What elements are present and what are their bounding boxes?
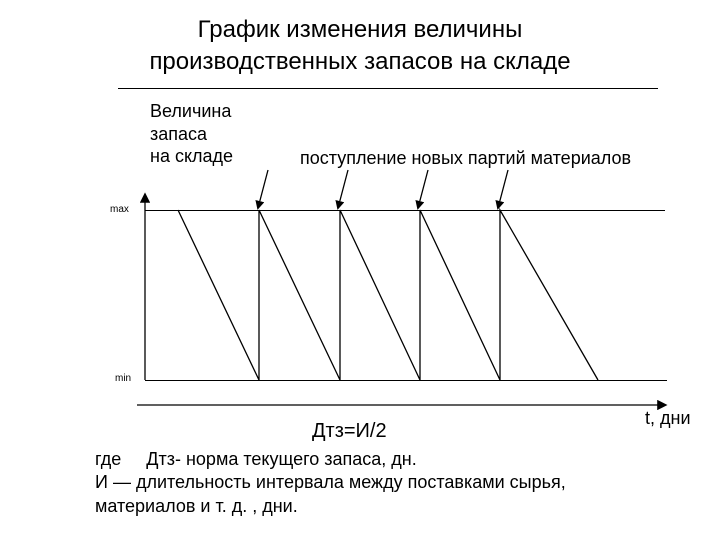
legend-line-1: где Дтз- норма текущего запаса, дн. (95, 448, 566, 471)
legend: где Дтз- норма текущего запаса, дн. И — … (95, 448, 566, 518)
formula: Дтз=И/2 (312, 420, 387, 443)
legend-line-3: материалов и т. д. , дни. (95, 495, 566, 518)
legend-line-2: И — длительность интервала между поставк… (95, 471, 566, 494)
legend-text-1: Дтз- норма текущего запаса, дн. (146, 449, 416, 469)
legend-where: где (95, 449, 121, 469)
x-axis-label: t, дни (645, 408, 691, 429)
